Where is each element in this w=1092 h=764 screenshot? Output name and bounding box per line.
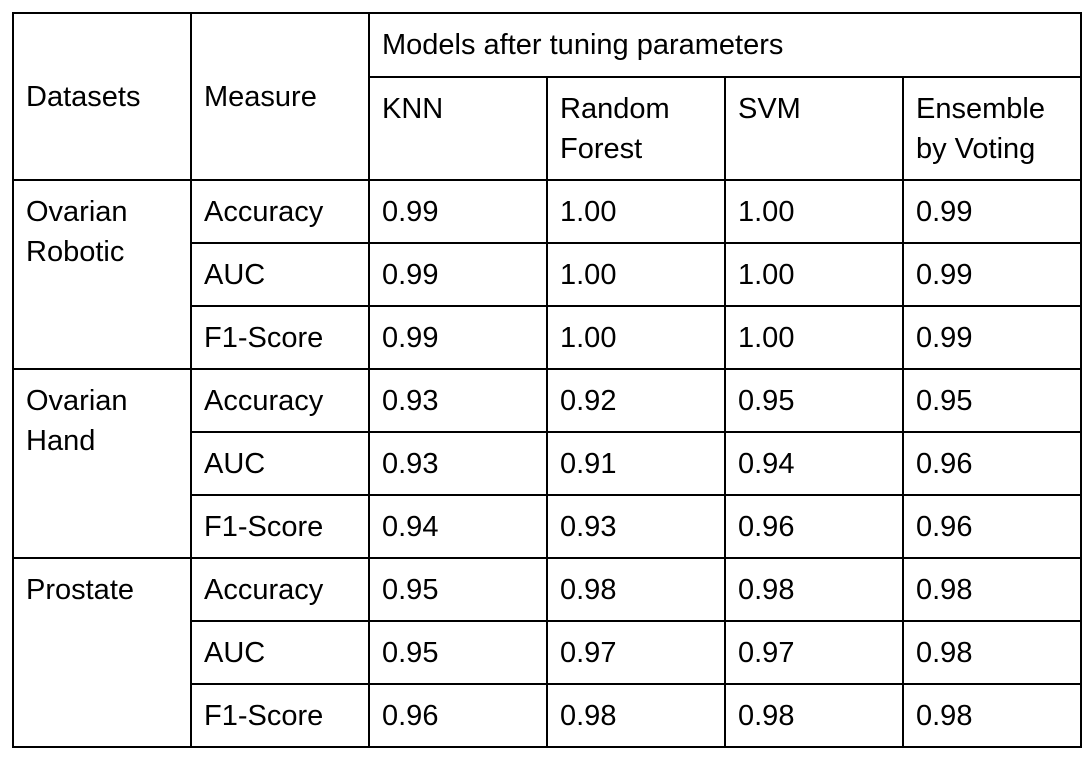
value-cell: 0.99 bbox=[368, 305, 548, 370]
measure-cell: AUC bbox=[190, 242, 370, 307]
value-cell: 0.91 bbox=[546, 431, 726, 496]
value-cell: 1.00 bbox=[546, 179, 726, 244]
value-cell: 0.93 bbox=[368, 368, 548, 433]
value-cell: 0.98 bbox=[902, 620, 1082, 685]
value-cell: 0.93 bbox=[368, 431, 548, 496]
value-cell: 0.94 bbox=[368, 494, 548, 559]
value-cell: 0.95 bbox=[368, 620, 548, 685]
datasets-header: Datasets bbox=[12, 12, 192, 181]
model-header-ensemble: Ensemble by Voting bbox=[902, 76, 1082, 181]
table-row: Ovarian Hand Accuracy 0.93 0.92 0.95 0.9… bbox=[12, 368, 1082, 559]
value-cell: 1.00 bbox=[546, 242, 726, 307]
value-cell: 0.93 bbox=[546, 494, 726, 559]
value-cell: 0.96 bbox=[902, 494, 1082, 559]
value-cell: 0.98 bbox=[724, 683, 904, 748]
value-cell: 0.98 bbox=[546, 557, 726, 622]
value-cell: 1.00 bbox=[724, 179, 904, 244]
model-header-knn: KNN bbox=[368, 76, 548, 181]
dataset-cell: Ovarian Hand bbox=[12, 368, 192, 559]
table-row: Prostate Accuracy 0.95 0.98 0.98 0.98 bbox=[12, 557, 1082, 748]
models-group-header: Models after tuning parameters bbox=[368, 12, 1082, 78]
measure-header: Measure bbox=[190, 12, 370, 181]
table-row: AUC 0.99 1.00 1.00 0.99 bbox=[13, 242, 1082, 307]
table-row: Ovarian Robotic Accuracy 0.99 1.00 1.00 … bbox=[12, 179, 1082, 370]
measure-cell: AUC bbox=[190, 431, 370, 496]
value-cell: 0.98 bbox=[724, 557, 904, 622]
value-cell: 0.99 bbox=[368, 242, 548, 307]
table-row: F1-Score 0.99 1.00 1.00 0.99 bbox=[13, 305, 1082, 370]
dataset-cell: Prostate bbox=[12, 557, 192, 748]
dataset-cell: Ovarian Robotic bbox=[12, 179, 192, 370]
model-header-random-forest: Random Forest bbox=[546, 76, 726, 181]
value-cell: 0.95 bbox=[724, 368, 904, 433]
value-cell: 0.94 bbox=[724, 431, 904, 496]
table-row: AUC 0.93 0.91 0.94 0.96 bbox=[13, 431, 1082, 496]
value-cell: 0.95 bbox=[902, 368, 1082, 433]
model-header-svm: SVM bbox=[724, 76, 904, 181]
value-cell: 0.99 bbox=[368, 179, 548, 244]
value-cell: 0.96 bbox=[368, 683, 548, 748]
value-cell: 0.92 bbox=[546, 368, 726, 433]
measure-cell: Accuracy bbox=[190, 557, 370, 622]
measure-cell: AUC bbox=[190, 620, 370, 685]
measure-cell: F1-Score bbox=[190, 305, 370, 370]
table-row: AUC 0.95 0.97 0.97 0.98 bbox=[13, 620, 1082, 685]
measure-cell: Accuracy bbox=[190, 179, 370, 244]
value-cell: 1.00 bbox=[724, 305, 904, 370]
measure-cell: Accuracy bbox=[190, 368, 370, 433]
value-cell: 0.99 bbox=[902, 305, 1082, 370]
value-cell: 1.00 bbox=[546, 305, 726, 370]
value-cell: 0.96 bbox=[724, 494, 904, 559]
value-cell: 0.95 bbox=[368, 557, 548, 622]
results-table: Datasets Measure Models after tuning par… bbox=[12, 12, 1082, 748]
value-cell: 0.97 bbox=[546, 620, 726, 685]
measure-cell: F1-Score bbox=[190, 494, 370, 559]
table-row: F1-Score 0.94 0.93 0.96 0.96 bbox=[13, 494, 1082, 559]
value-cell: 0.98 bbox=[546, 683, 726, 748]
value-cell: 0.97 bbox=[724, 620, 904, 685]
measure-cell: F1-Score bbox=[190, 683, 370, 748]
value-cell: 0.99 bbox=[902, 242, 1082, 307]
value-cell: 1.00 bbox=[724, 242, 904, 307]
table-row: F1-Score 0.96 0.98 0.98 0.98 bbox=[13, 683, 1082, 748]
value-cell: 0.98 bbox=[902, 683, 1082, 748]
value-cell: 0.99 bbox=[902, 179, 1082, 244]
value-cell: 0.98 bbox=[902, 557, 1082, 622]
value-cell: 0.96 bbox=[902, 431, 1082, 496]
